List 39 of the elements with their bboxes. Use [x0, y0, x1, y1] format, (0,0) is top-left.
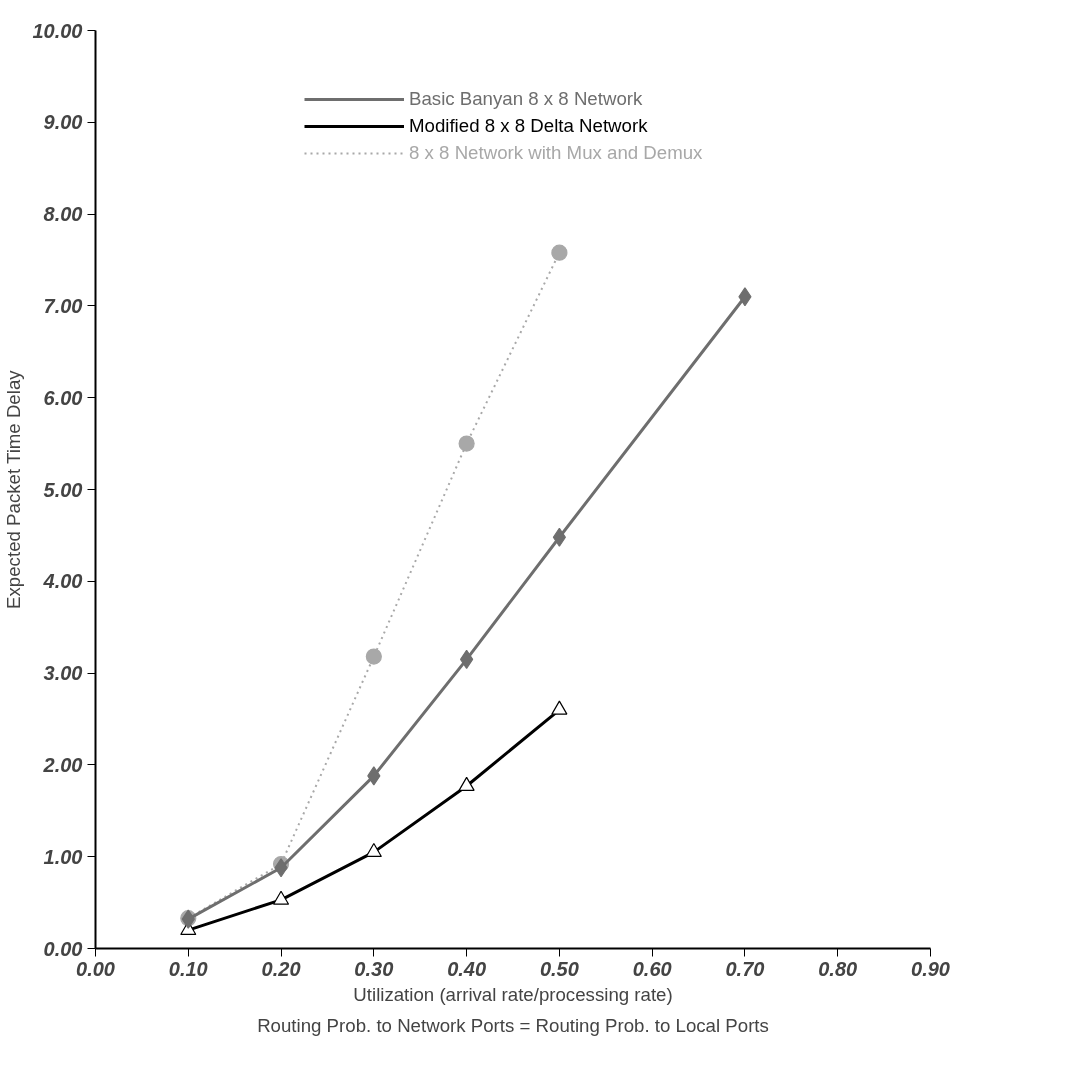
point	[458, 776, 475, 791]
text: Modified 8 x 8 Delta Network	[409, 115, 648, 137]
point	[738, 287, 752, 307]
x-tick-label: 0.20	[261, 957, 301, 980]
text: 8 x 8 Network with Mux and Demux	[409, 142, 703, 164]
point	[458, 435, 475, 452]
y-axis-title: Expected Packet Time Delay	[3, 369, 25, 609]
x-tick-label: 0.40	[447, 957, 487, 980]
x-tick-label: 0.90	[911, 957, 950, 980]
y-tick-label: 10.00	[32, 19, 83, 42]
x-tick-label: 0.70	[725, 957, 765, 980]
y-tick-label: 1.00	[43, 845, 83, 868]
x-tick-label: 0.80	[818, 957, 858, 980]
text: Routing Prob. to Network Ports = Routing Prob. to Local Ports	[257, 1014, 769, 1036]
point	[551, 700, 568, 715]
y-tick-label: 5.00	[43, 478, 83, 501]
y-tick-label: 4.00	[42, 570, 83, 593]
point	[367, 766, 381, 786]
text: Basic Banyan 8 x 8 Network	[409, 88, 643, 110]
y-tick-label: 9.00	[43, 111, 83, 134]
y-tick-label: 2.00	[42, 753, 83, 776]
point	[551, 244, 568, 261]
x-tick-label: 0.00	[76, 957, 115, 980]
x-tick-label: 0.10	[168, 957, 208, 980]
point	[274, 858, 288, 878]
y-tick-label: 3.00	[43, 662, 83, 685]
point	[552, 527, 566, 547]
point	[272, 890, 290, 905]
x-tick-label: 0.30	[354, 957, 394, 980]
y-tick-label: 8.00	[43, 203, 83, 226]
x-tick-label: 0.60	[632, 957, 672, 980]
point	[460, 649, 474, 669]
y-tick-label: 6.00	[43, 386, 83, 409]
point	[365, 842, 382, 858]
y-tick-label: 7.00	[43, 294, 83, 317]
x-axis-title: Utilization (arrival rate/processing rate)	[353, 983, 673, 1005]
y-tick-label: 0.00	[43, 937, 83, 960]
point	[365, 648, 382, 665]
x-tick-label: 0.50	[539, 957, 579, 980]
